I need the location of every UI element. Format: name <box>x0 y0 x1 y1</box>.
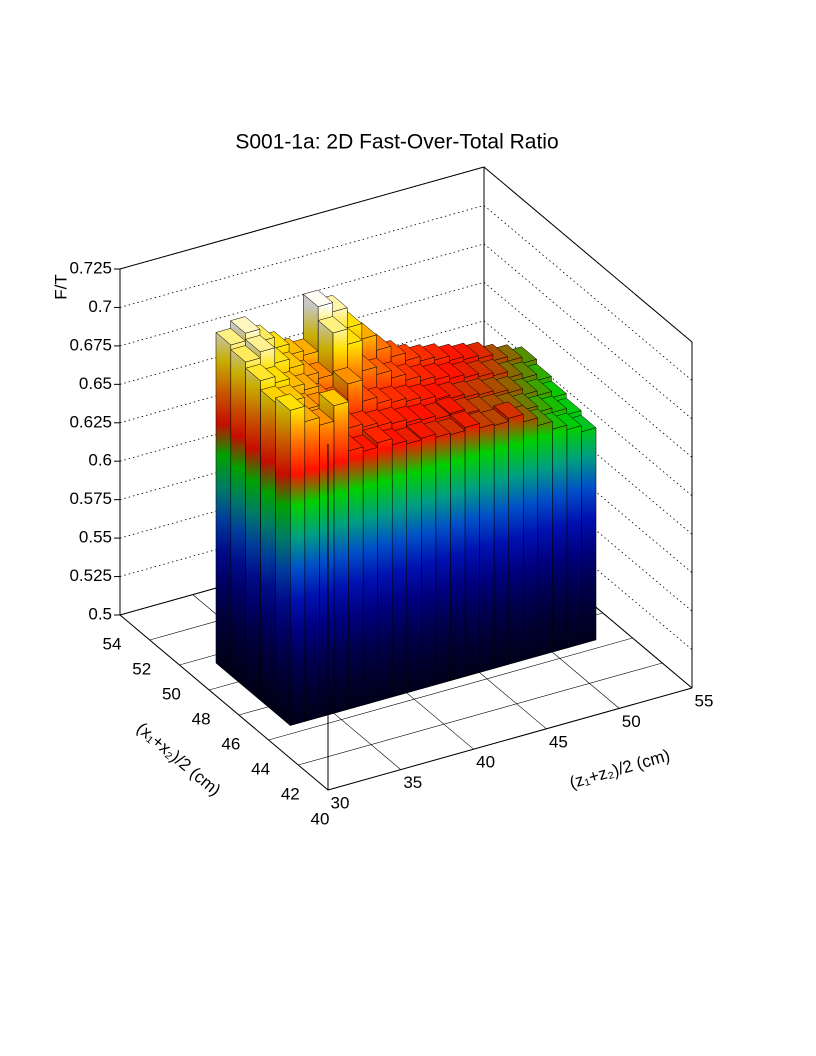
bar-front <box>290 405 306 726</box>
x-tick-label: 50 <box>622 712 641 731</box>
z-tick-label: 0.525 <box>69 566 112 585</box>
z-tick-label: 0.55 <box>79 528 112 547</box>
bar-front <box>319 420 335 718</box>
bar-front <box>377 438 393 702</box>
bar-top <box>230 345 261 363</box>
z-tick-label: 0.7 <box>88 297 112 316</box>
y-tick-label: 50 <box>162 684 181 703</box>
bar-front <box>479 423 495 673</box>
floor-grid-line <box>298 662 663 766</box>
z-tick-label: 0.575 <box>69 489 112 508</box>
z-axis-title: F/T <box>51 274 70 300</box>
z-tick-label: 0.675 <box>69 335 112 354</box>
y-tick-label: 54 <box>103 634 122 653</box>
chart-title: S001-1a: 2D Fast-Over-Total Ratio <box>235 131 558 154</box>
x-tick-label: 55 <box>695 691 714 710</box>
wall-grid-line <box>119 166 693 343</box>
bar-side-shade <box>260 389 276 714</box>
bar-front <box>552 424 568 653</box>
wall-grid-line <box>119 243 693 420</box>
y-axis-line <box>119 614 329 791</box>
bar-top <box>274 393 306 411</box>
y-tick-label: 46 <box>221 734 240 753</box>
bar-front <box>508 413 524 665</box>
bar-side-shade <box>215 332 231 676</box>
y-tick-label: 44 <box>251 759 270 778</box>
bar-top <box>449 410 481 428</box>
bar-front <box>566 425 582 649</box>
bar-top <box>244 334 276 353</box>
bar-top <box>245 363 276 382</box>
x-tick-label: 30 <box>331 793 350 812</box>
bar-top <box>317 316 349 334</box>
bar-top <box>493 401 524 419</box>
y-tick-label: 42 <box>281 784 300 803</box>
y-tick-label: 40 <box>311 809 330 828</box>
bar-top <box>405 421 437 439</box>
bar-front <box>450 430 466 682</box>
bar-side-shade <box>230 349 246 689</box>
bar-front <box>435 432 451 686</box>
bar-front <box>391 440 407 698</box>
bar-top <box>318 388 350 407</box>
bar-front <box>362 447 378 706</box>
z-tick-label: 0.65 <box>79 374 112 393</box>
y-tick-label: 52 <box>132 659 151 678</box>
bar-front <box>581 427 597 645</box>
bar-front <box>421 433 437 690</box>
bar-front <box>304 417 320 722</box>
x-tick-label: 45 <box>549 732 568 751</box>
x-axis-title: (z₁+z₂)/2 (cm) <box>567 746 672 793</box>
bar-front <box>333 401 349 714</box>
bar-top <box>230 316 261 334</box>
bar-front <box>493 421 509 669</box>
y-axis-title: (x₁+x₂)/2 (cm) <box>133 719 224 800</box>
bar-top <box>332 367 363 385</box>
wall-grid-line <box>119 204 693 381</box>
bar-top <box>215 328 246 346</box>
z-tick-label: 0.725 <box>69 258 112 277</box>
bar-front <box>537 421 553 657</box>
bar-top <box>362 425 393 444</box>
z-tick-label: 0.5 <box>88 604 112 623</box>
bar-front <box>406 439 422 694</box>
bar-front <box>348 446 364 710</box>
bar-front <box>522 417 539 661</box>
bar-side-shade <box>245 368 261 701</box>
floor-grid-line <box>268 637 633 741</box>
y-tick-label: 48 <box>192 709 211 728</box>
bar-top <box>434 396 466 414</box>
x-tick-label: 40 <box>476 753 495 772</box>
bar-side-shade <box>275 397 291 726</box>
z-tick-label: 0.6 <box>88 451 112 470</box>
x-tick-label: 35 <box>403 773 422 792</box>
bar-front <box>464 423 480 677</box>
x-axis-line <box>327 687 693 791</box>
bar-top <box>302 289 334 307</box>
z-tick-label: 0.625 <box>69 412 112 431</box>
